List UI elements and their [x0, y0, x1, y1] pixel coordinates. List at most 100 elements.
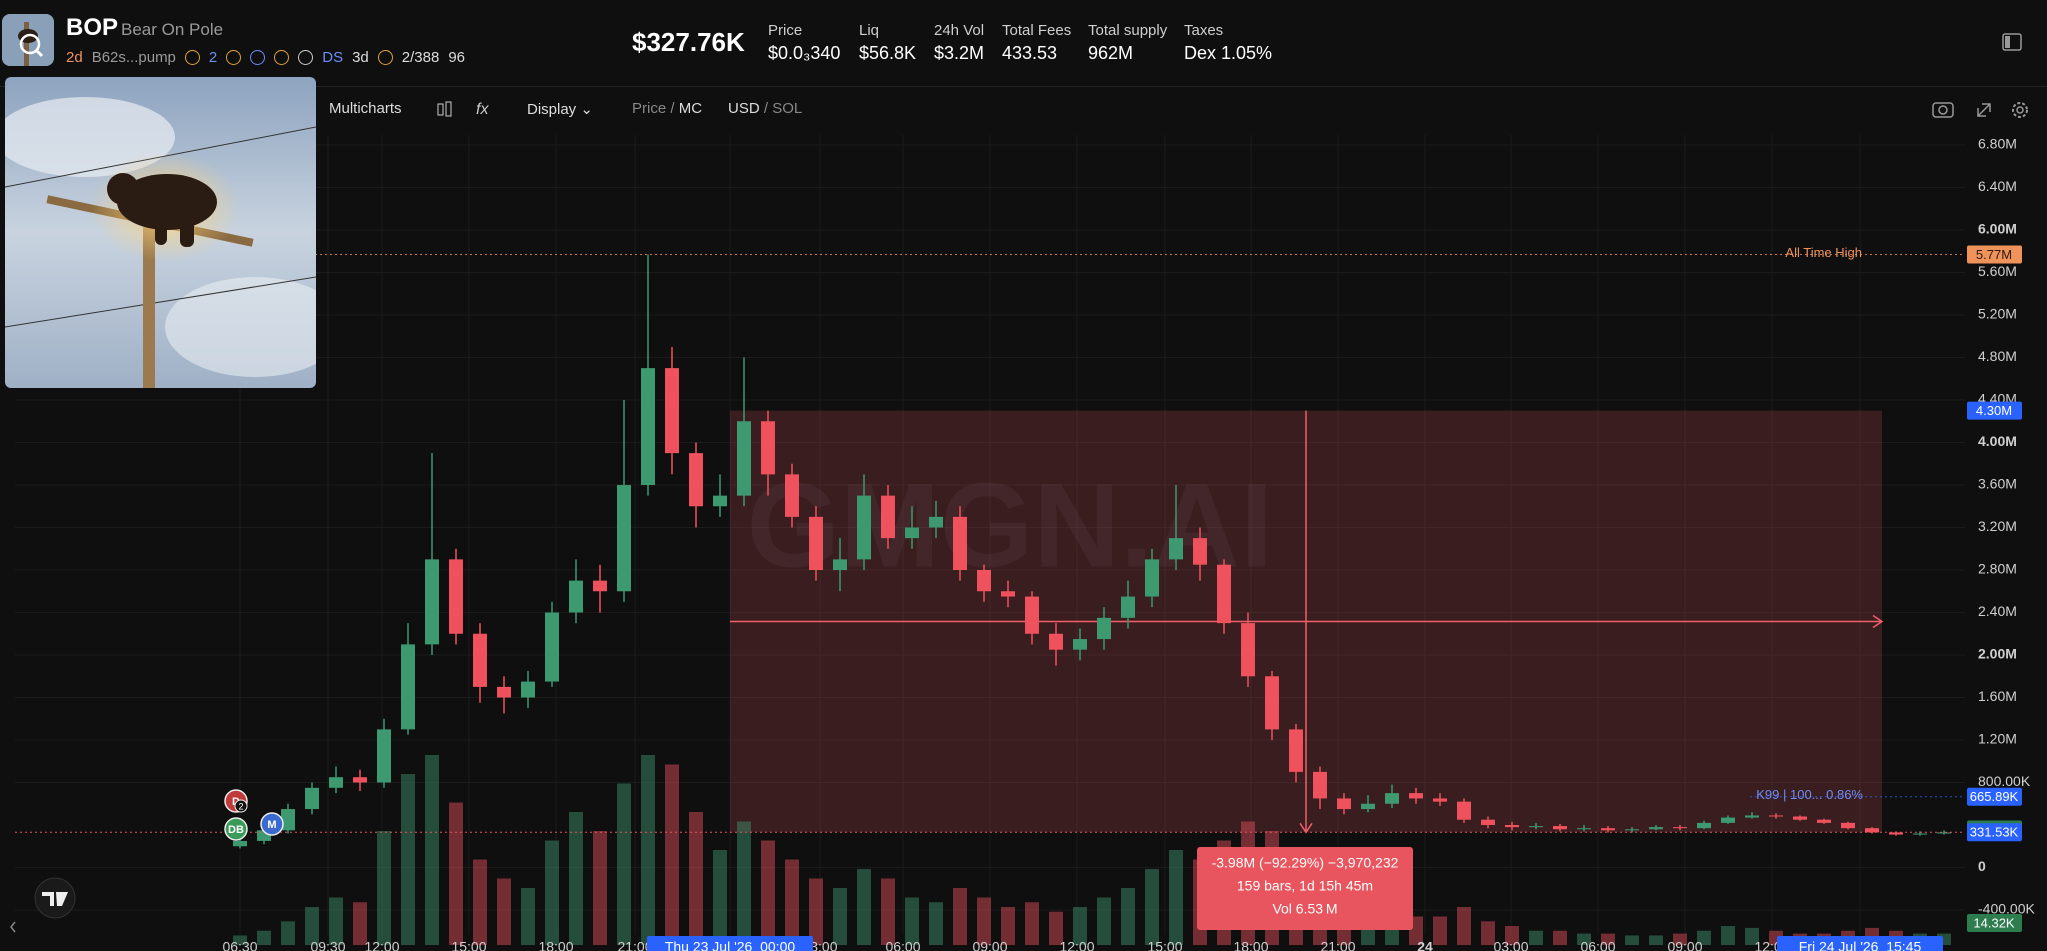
- icon[interactable]: [184, 50, 200, 65]
- candle-body: [737, 421, 751, 496]
- stat-value: $56.8K: [859, 43, 917, 63]
- x-tick-label: 03:00: [1493, 939, 1528, 951]
- volume-bar: [1121, 888, 1135, 945]
- measure-h-arrow: [1872, 614, 1884, 629]
- y-tick-label: 1.20M: [1978, 731, 2017, 747]
- volume-bar: [1673, 933, 1687, 945]
- candle-body: [1289, 729, 1303, 772]
- volume-bar: [833, 888, 847, 945]
- x-tick-label: Fri 24 Jul '26 15:45: [1799, 939, 1922, 951]
- icon[interactable]: [274, 50, 290, 65]
- candle-body: [1025, 596, 1039, 634]
- candle-body: [1385, 793, 1399, 804]
- volume-bar: [1601, 933, 1615, 945]
- candle-body: [881, 495, 895, 539]
- candle-body: [761, 421, 775, 475]
- volume-bar: [953, 888, 967, 945]
- icon[interactable]: [298, 50, 314, 65]
- stat-value: $3.2M: [934, 43, 985, 63]
- icon[interactable]: [250, 50, 266, 65]
- volume-bar: [929, 902, 943, 945]
- candle-body: [1361, 803, 1375, 810]
- sidebar-toggle[interactable]: [2002, 33, 2022, 51]
- volume-bar: [785, 859, 799, 945]
- candle-body: [473, 633, 487, 687]
- candle-body: [1193, 538, 1207, 565]
- icon[interactable]: [377, 50, 393, 65]
- candle-body: [713, 495, 727, 507]
- stat: Liq $56.8K: [859, 22, 916, 64]
- candle-body: [1937, 832, 1951, 834]
- price-tag: [1967, 787, 2022, 806]
- candle-body: [689, 453, 703, 507]
- measure-text: -3.98M (−92.29%) −3,970,232: [1212, 855, 1399, 871]
- holders[interactable]: 2: [208, 49, 218, 66]
- stat-label: Taxes: [1184, 22, 1224, 39]
- volume-bar: [1649, 935, 1663, 945]
- candle-body: [233, 840, 247, 847]
- y-tick-label: 800.00K: [1978, 773, 2031, 789]
- volume-bar: [737, 821, 751, 945]
- candle-body: [1505, 825, 1519, 828]
- tv-logo: [34, 877, 76, 919]
- candle-body: [1073, 639, 1087, 650]
- candle-body: [1865, 828, 1879, 833]
- x-tick-label: 15:00: [451, 939, 486, 951]
- candle-body: [1121, 596, 1135, 618]
- multicharts[interactable]: Multicharts: [329, 100, 402, 117]
- stat-label: Total Fees: [1002, 22, 1072, 39]
- volume-bar: [305, 907, 319, 945]
- token-image: [5, 77, 316, 388]
- price-mc[interactable]: Price / MC: [632, 100, 703, 117]
- chart-actions[interactable]: [1930, 98, 2040, 122]
- mc-toggle[interactable]: MC: [678, 100, 703, 117]
- y-tick-label: 3.20M: [1978, 518, 2017, 534]
- candle-body: [1409, 793, 1423, 799]
- icon[interactable]: [226, 50, 242, 65]
- usd-toggle[interactable]: USD: [728, 100, 760, 117]
- token-logo[interactable]: [2, 14, 54, 66]
- sol-toggle[interactable]: SOL: [772, 100, 803, 117]
- volume-bar: [1049, 911, 1063, 945]
- volume-bar: [881, 878, 895, 945]
- candle-body: [425, 559, 439, 645]
- candle-body: [1793, 816, 1807, 820]
- x-tick-label: 12:00: [1059, 939, 1094, 951]
- volume-bar: [665, 764, 679, 945]
- candle-body: [857, 495, 871, 560]
- stat-value: Dex 1.05%: [1184, 43, 1273, 63]
- volume-bar: [401, 774, 415, 945]
- volume-bar: [1745, 927, 1759, 945]
- candle-body: [1145, 559, 1159, 597]
- candle-body: [785, 474, 799, 517]
- x-tick-label: 09:00: [1667, 939, 1702, 951]
- address[interactable]: B62s...pump: [91, 49, 176, 66]
- candle-body: [1313, 771, 1327, 799]
- volume-bar: [1145, 869, 1159, 945]
- candle-body: [929, 516, 943, 528]
- volume-bar: [1457, 907, 1471, 945]
- candle-body: [1889, 832, 1903, 835]
- volume-bar: [1001, 907, 1015, 945]
- toolbar-icons[interactable]: fx: [436, 100, 496, 120]
- candle-body: [1625, 829, 1639, 831]
- display[interactable]: Display ⌄: [527, 101, 593, 118]
- candle-body: [977, 570, 991, 592]
- stat-value: 962M: [1088, 43, 1134, 63]
- ds[interactable]: DS: [322, 49, 344, 66]
- volume-tag: [1967, 914, 2022, 932]
- candle-body: [497, 686, 511, 698]
- currency[interactable]: USD / SOL: [728, 100, 803, 117]
- price-toggle[interactable]: Price: [632, 100, 667, 117]
- candle-body: [1913, 833, 1927, 835]
- y-tick-label: 2.00M: [1978, 646, 2017, 662]
- candle-body: [1721, 817, 1735, 823]
- x-tick-label: 09:30: [310, 939, 345, 951]
- volume-bar: [1529, 930, 1543, 945]
- candle-body: [1745, 815, 1759, 818]
- price-line-label: K99 | 100... 0.86%: [1756, 787, 1863, 802]
- candle-body: [353, 777, 367, 783]
- candle-body: [305, 787, 319, 810]
